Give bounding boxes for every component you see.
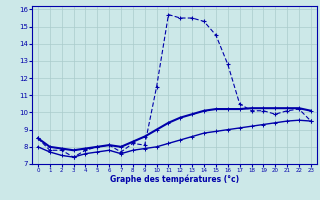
X-axis label: Graphe des températures (°c): Graphe des températures (°c) [110,175,239,184]
